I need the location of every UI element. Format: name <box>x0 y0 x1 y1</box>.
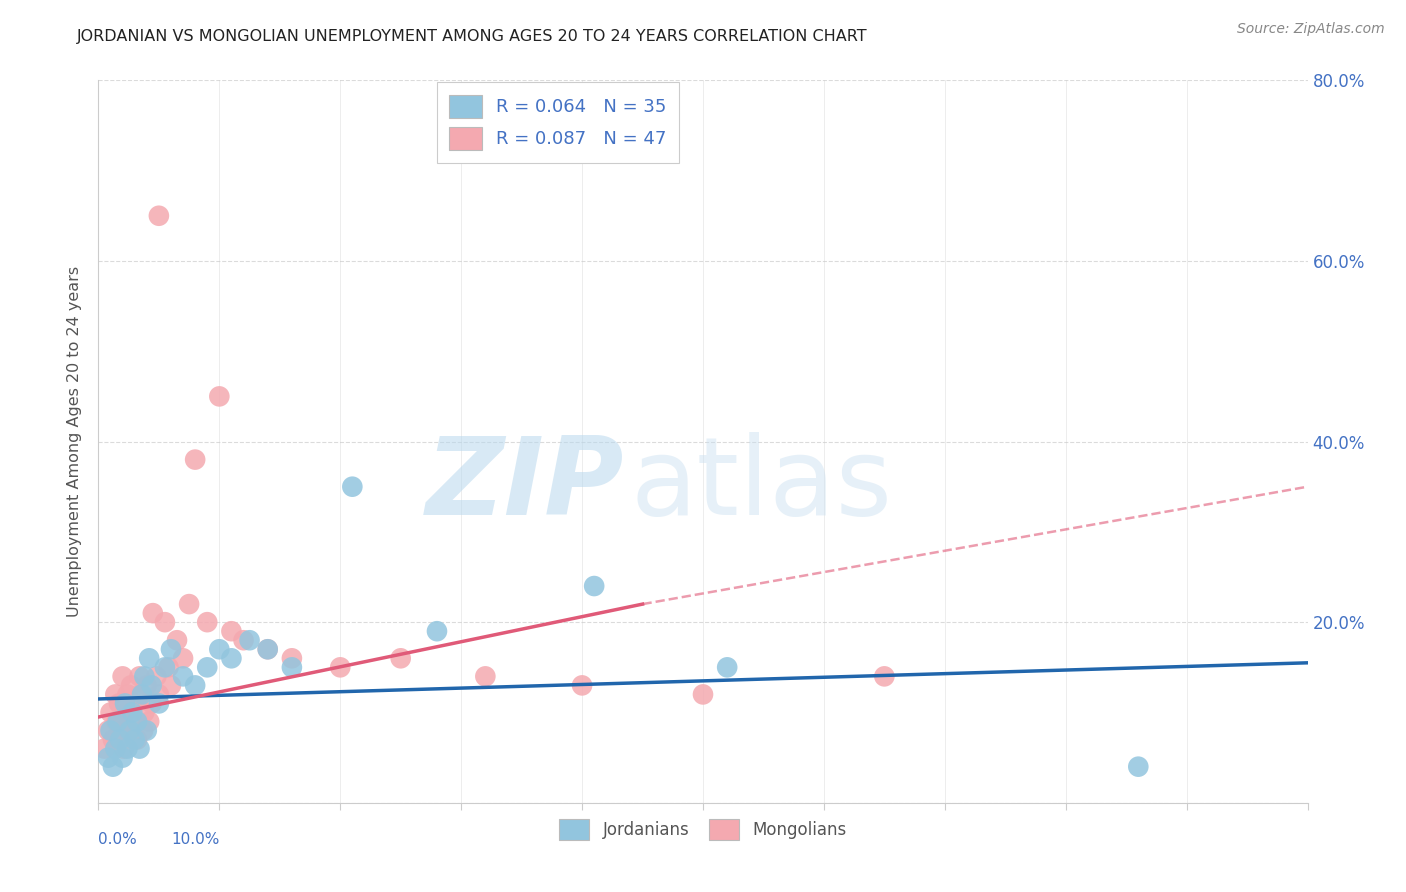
Text: 10.0%: 10.0% <box>172 831 219 847</box>
Point <box>221 651 243 665</box>
Point <box>100 706 122 720</box>
Point <box>114 697 136 711</box>
Point <box>135 723 157 738</box>
Point <box>571 678 593 692</box>
Point <box>138 714 160 729</box>
Point <box>184 452 207 467</box>
Text: atlas: atlas <box>630 432 893 538</box>
Point <box>118 723 141 738</box>
Point <box>583 579 606 593</box>
Point <box>111 669 134 683</box>
Point <box>127 714 149 729</box>
Point <box>100 723 122 738</box>
Point <box>157 660 180 674</box>
Legend: Jordanians, Mongolians: Jordanians, Mongolians <box>551 811 855 848</box>
Point <box>153 660 176 674</box>
Point <box>121 714 143 729</box>
Point <box>256 642 278 657</box>
Point <box>101 760 124 774</box>
Point <box>195 660 218 674</box>
Point <box>112 741 135 756</box>
Point <box>118 723 141 738</box>
Point <box>114 706 136 720</box>
Text: JORDANIAN VS MONGOLIAN UNEMPLOYMENT AMONG AGES 20 TO 24 YEARS CORRELATION CHART: JORDANIAN VS MONGOLIAN UNEMPLOYMENT AMON… <box>77 29 868 45</box>
Point <box>104 687 127 701</box>
Point <box>124 732 146 747</box>
Point <box>111 750 134 764</box>
Text: Source: ZipAtlas.com: Source: ZipAtlas.com <box>1237 22 1385 37</box>
Point <box>153 615 176 630</box>
Point <box>179 597 201 611</box>
Point <box>184 678 207 692</box>
Point <box>132 723 155 738</box>
Point <box>172 651 194 665</box>
Point <box>1128 760 1150 774</box>
Text: 0.0%: 0.0% <box>98 831 138 847</box>
Point <box>145 669 167 683</box>
Point <box>142 606 165 620</box>
Point <box>105 714 128 729</box>
Point <box>141 678 163 692</box>
Point <box>101 732 124 747</box>
Point <box>121 706 143 720</box>
Point <box>474 669 496 683</box>
Point <box>97 723 120 738</box>
Point <box>426 624 449 639</box>
Y-axis label: Unemployment Among Ages 20 to 24 years: Unemployment Among Ages 20 to 24 years <box>67 266 83 617</box>
Point <box>93 741 115 756</box>
Point <box>160 642 183 657</box>
Point <box>221 624 243 639</box>
Point <box>148 687 170 701</box>
Point <box>134 669 156 683</box>
Point <box>873 669 896 683</box>
Point <box>166 633 188 648</box>
Point <box>239 633 262 648</box>
Point <box>135 678 157 692</box>
Point <box>129 687 152 701</box>
Point <box>117 687 139 701</box>
Point <box>148 209 170 223</box>
Point <box>128 669 150 683</box>
Point <box>134 706 156 720</box>
Point <box>195 615 218 630</box>
Point <box>107 714 129 729</box>
Point <box>127 732 149 747</box>
Point <box>124 697 146 711</box>
Point <box>281 660 304 674</box>
Point <box>148 697 170 711</box>
Point <box>138 651 160 665</box>
Point <box>104 741 127 756</box>
Text: ZIP: ZIP <box>426 432 624 538</box>
Point <box>97 750 120 764</box>
Point <box>160 678 183 692</box>
Point <box>108 732 131 747</box>
Point <box>232 633 254 648</box>
Point <box>108 697 131 711</box>
Point <box>141 697 163 711</box>
Point <box>692 687 714 701</box>
Point <box>117 741 139 756</box>
Point <box>281 651 304 665</box>
Point <box>716 660 738 674</box>
Point <box>108 723 131 738</box>
Point <box>342 480 364 494</box>
Point <box>389 651 412 665</box>
Point <box>131 687 153 701</box>
Point <box>256 642 278 657</box>
Point <box>208 642 231 657</box>
Point <box>172 669 194 683</box>
Point <box>128 741 150 756</box>
Point <box>208 389 231 403</box>
Point <box>329 660 352 674</box>
Point <box>120 678 142 692</box>
